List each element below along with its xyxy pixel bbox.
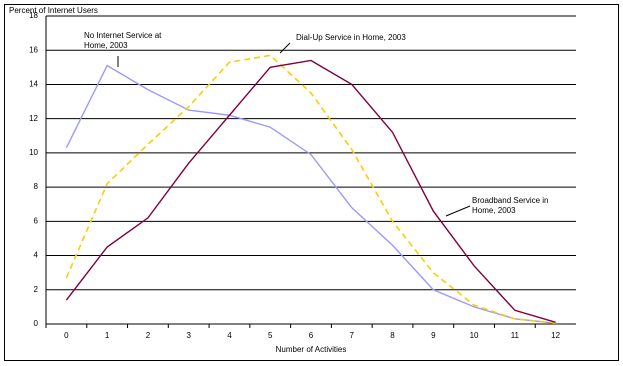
y-tick-label: 10 bbox=[29, 148, 38, 157]
series-line bbox=[65, 59, 556, 323]
x-tick-label: 7 bbox=[350, 331, 355, 340]
y-tick-label: 18 bbox=[29, 11, 38, 20]
y-tick-label: 2 bbox=[34, 285, 39, 294]
x-tick-label: 9 bbox=[431, 331, 436, 340]
x-tick-label: 1 bbox=[105, 331, 110, 340]
y-tick-label: 8 bbox=[34, 182, 39, 191]
series-annotation: No Internet Service at bbox=[84, 31, 162, 40]
series-annotation: Dial-Up Service in Home, 2003 bbox=[296, 33, 406, 42]
x-tick-label: 8 bbox=[390, 331, 395, 340]
x-tick-label: 0 bbox=[64, 331, 69, 340]
y-tick-label: 16 bbox=[29, 45, 38, 54]
x-axis-label: Number of Activities bbox=[276, 345, 347, 354]
x-tick-label: 10 bbox=[470, 331, 479, 340]
y-tick-label: 14 bbox=[29, 80, 38, 89]
y-tick-label: 6 bbox=[34, 216, 39, 225]
series-annotation: Broadband Service in bbox=[472, 196, 549, 205]
annotation-leader bbox=[279, 42, 291, 54]
series-annotation: Home, 2003 bbox=[84, 41, 128, 50]
x-tick-label: 2 bbox=[146, 331, 151, 340]
chart-border bbox=[4, 4, 619, 361]
y-tick-label: 12 bbox=[29, 114, 38, 123]
x-tick-label: 12 bbox=[551, 331, 560, 340]
annotation-leader bbox=[445, 205, 471, 217]
y-axis-label: Percent of Internet Users bbox=[9, 6, 98, 15]
x-tick-label: 4 bbox=[227, 331, 232, 340]
x-tick-label: 11 bbox=[511, 331, 520, 340]
y-tick-label: 0 bbox=[34, 319, 39, 328]
y-tick-label: 4 bbox=[34, 251, 39, 260]
x-tick-label: 6 bbox=[309, 331, 314, 340]
series-annotation: Home, 2003 bbox=[472, 206, 516, 215]
series-line bbox=[65, 54, 556, 324]
x-tick-label: 5 bbox=[268, 331, 273, 340]
series-line bbox=[65, 64, 556, 324]
x-tick-label: 3 bbox=[186, 331, 191, 340]
